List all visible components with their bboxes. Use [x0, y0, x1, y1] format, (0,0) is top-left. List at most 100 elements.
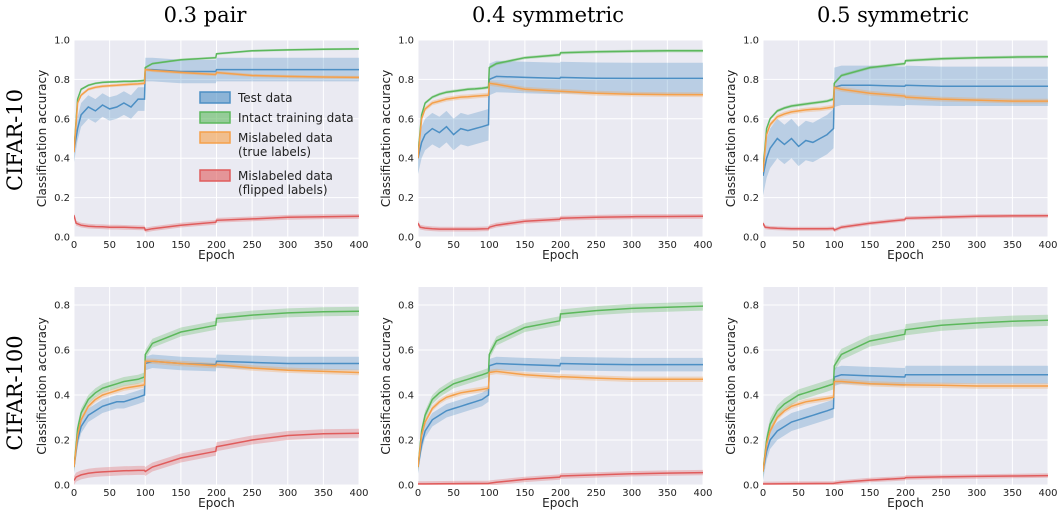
- x-tick-label: 0: [760, 488, 766, 499]
- x-tick-label: 300: [967, 488, 986, 499]
- series-band-test-data: [418, 356, 703, 474]
- y-tick-label: 0.6: [54, 114, 70, 125]
- y-axis-label: Classification accuracy: [35, 317, 49, 454]
- x-tick-label: 50: [792, 240, 805, 251]
- x-tick-label: 0: [71, 240, 77, 251]
- x-tick-label: 250: [243, 488, 262, 499]
- panel-6: 0 50 100 150 200 250 300 350 400 0.0 0.2 0.4 0.6 0.8 E…: [724, 287, 1057, 510]
- y-axis-label: Classification accuracy: [379, 70, 393, 207]
- legend-label-test-data: Test data: [237, 91, 292, 105]
- series-line-test-data: [763, 84, 1048, 177]
- x-tick-label: 300: [278, 488, 297, 499]
- y-tick-label: 0.0: [743, 233, 759, 244]
- y-tick-label: 0.8: [398, 75, 414, 86]
- x-tick-label: 250: [587, 240, 606, 251]
- y-axis-label: Classification accuracy: [35, 70, 49, 207]
- x-tick-label: 200: [551, 488, 570, 499]
- column-title-3: 0.5 symmetric: [817, 3, 969, 27]
- series-group: [763, 55, 1048, 233]
- y-tick-label: 1.0: [54, 36, 70, 47]
- x-tick-label: 100: [825, 488, 844, 499]
- y-tick-label: 0.4: [743, 154, 759, 165]
- x-tick-label: 300: [278, 240, 297, 251]
- y-tick-label: 0.8: [54, 75, 70, 86]
- x-tick-label: 350: [658, 240, 677, 251]
- row-title-2: CIFAR-100: [3, 335, 27, 450]
- series-line-mislabeled-flipped-labels: [418, 215, 703, 230]
- x-tick-label: 50: [103, 488, 116, 499]
- x-tick-label: 350: [314, 240, 333, 251]
- x-tick-label: 400: [349, 488, 368, 499]
- x-tick-label: 200: [551, 240, 570, 251]
- series-line-mislabeled-flipped-labels: [763, 214, 1048, 232]
- series-line-mislabeled-true-labels: [763, 380, 1048, 472]
- x-tick-label: 150: [171, 488, 190, 499]
- legend-swatch-mislabeled-flipped-labels: [199, 169, 231, 182]
- y-tick-label: 0.4: [398, 391, 414, 402]
- x-tick-label: 300: [622, 488, 641, 499]
- y-axis-label: Classification accuracy: [379, 317, 393, 454]
- legend-label-mislabeled-true-labels: Mislabeled data: [238, 131, 333, 145]
- x-tick-label: 200: [896, 240, 915, 251]
- y-tick-label: 0.8: [743, 301, 759, 312]
- x-tick-label: 50: [103, 240, 116, 251]
- x-tick-label: 400: [349, 240, 368, 251]
- legend-swatch-mislabeled-true-labels: [199, 131, 231, 144]
- x-tick-label: 150: [515, 240, 534, 251]
- y-tick-label: 0.2: [743, 193, 759, 204]
- legend-label-mislabeled-flipped-labels: Mislabeled data: [238, 169, 333, 183]
- y-tick-label: 0.0: [743, 481, 759, 492]
- y-tick-label: 0.0: [54, 233, 70, 244]
- series-line-intact-training-data: [763, 55, 1048, 171]
- series-line-mislabeled-true-labels: [74, 360, 359, 468]
- series-group: [418, 301, 703, 485]
- x-tick-label: 400: [1038, 240, 1057, 251]
- x-tick-label: 350: [314, 488, 333, 499]
- x-tick-label: 50: [447, 488, 460, 499]
- series-line-test-data: [74, 68, 359, 151]
- panel-1: 0 50 100 150 200 250 300 350 400 0.0 0.2 0.4 0.6 0.8 1…: [35, 36, 369, 263]
- y-axis-label: Classification accuracy: [724, 317, 738, 454]
- series-band-test-data: [763, 365, 1048, 481]
- series-band-test-data: [74, 354, 359, 474]
- series-line-test-data: [418, 362, 703, 468]
- legend-label-intact-training-data: Intact training data: [238, 111, 354, 125]
- y-tick-label: 0.4: [54, 154, 70, 165]
- y-tick-label: 0.0: [54, 481, 70, 492]
- series-line-mislabeled-flipped-labels: [763, 474, 1048, 485]
- x-tick-label: 400: [1038, 488, 1057, 499]
- panel-2: 0 50 100 150 200 250 300 350 400 0.0 0.2 0.4 0.6 0.8 1…: [379, 36, 713, 263]
- x-tick-label: 350: [1003, 488, 1022, 499]
- x-tick-label: 250: [243, 240, 262, 251]
- y-axis-label: Classification accuracy: [724, 70, 738, 207]
- x-tick-label: 100: [480, 488, 499, 499]
- y-tick-label: 0.6: [398, 346, 414, 357]
- x-axis-label: Epoch: [198, 496, 235, 510]
- x-tick-label: 100: [825, 240, 844, 251]
- series-line-test-data: [74, 360, 359, 468]
- y-tick-label: 1.0: [398, 36, 414, 47]
- y-tick-label: 0.4: [54, 391, 70, 402]
- series-group: [74, 306, 359, 485]
- y-tick-label: 0.6: [743, 114, 759, 125]
- series-line-mislabeled-true-labels: [763, 86, 1048, 173]
- y-tick-label: 0.8: [54, 301, 70, 312]
- series-band-mislabeled-true-labels: [763, 378, 1048, 475]
- y-tick-label: 0.6: [54, 346, 70, 357]
- series-group: [418, 49, 703, 232]
- x-tick-label: 50: [447, 240, 460, 251]
- x-tick-label: 100: [480, 240, 499, 251]
- x-axis-label: Epoch: [198, 248, 235, 262]
- y-tick-label: 0.2: [398, 436, 414, 447]
- x-tick-label: 100: [136, 240, 155, 251]
- series-line-mislabeled-true-labels: [418, 82, 703, 159]
- y-tick-label: 0.0: [398, 233, 414, 244]
- series-line-mislabeled-true-labels: [418, 370, 703, 468]
- y-tick-label: 0.2: [398, 193, 414, 204]
- series-line-mislabeled-flipped-labels: [74, 215, 359, 231]
- y-tick-label: 0.0: [398, 481, 414, 492]
- panel-4: 0 50 100 150 200 250 300 350 400 0.0 0.2 0.4 0.6 0.8 E…: [35, 287, 369, 510]
- series-line-intact-training-data: [418, 50, 703, 155]
- x-tick-label: 0: [415, 240, 421, 251]
